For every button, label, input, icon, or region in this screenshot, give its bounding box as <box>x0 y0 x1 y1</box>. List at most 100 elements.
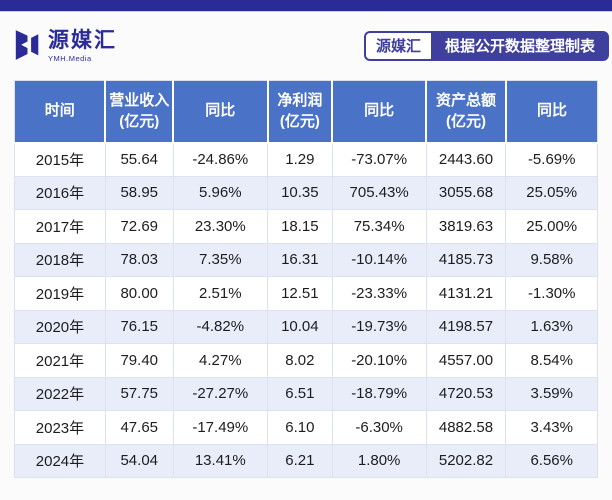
table-row: 2022年 57.75 -27.27% 6.51 -18.79% 4720.53 3.59% <box>14 377 598 411</box>
table-row: 2015年 55.64 -24.86% 1.29 -73.07% 2443.60 -5.69… <box>14 142 598 177</box>
value-cell: -27.27% <box>173 377 269 411</box>
value-cell: 3055.68 <box>426 176 507 210</box>
value-cell: 8.02 <box>267 343 333 378</box>
brand-text: 源媒汇 YMH.Media <box>48 27 117 63</box>
table-row: 2017年 72.69 23.30% 18.15 75.34% 3819.63 25.00% <box>14 209 598 244</box>
value-cell: -20.10% <box>332 343 427 378</box>
brand-subtitle: YMH.Media <box>48 54 92 64</box>
financial-table-container: 时间 营业收入 (亿元) 同比 净利润 (亿元) 同比 资产总额 (亿元) 同比 2015年… <box>14 80 598 478</box>
value-cell: -4.82% <box>173 310 269 344</box>
value-cell: -73.07% <box>332 142 427 177</box>
value-cell: 3.59% <box>505 377 598 411</box>
value-cell: 705.43% <box>332 176 427 210</box>
value-cell: -1.30% <box>505 276 598 311</box>
value-cell: 4131.21 <box>426 276 507 311</box>
column-header: 时间 <box>14 80 107 144</box>
value-cell: 3.43% <box>505 410 598 445</box>
year-cell: 2016年 <box>14 176 106 210</box>
financial-table: 时间 营业收入 (亿元) 同比 净利润 (亿元) 同比 资产总额 (亿元) 同比 2015年… <box>14 80 598 478</box>
value-cell: 4198.57 <box>426 310 507 344</box>
value-cell: 79.40 <box>105 343 174 378</box>
column-header: 同比 <box>173 80 269 144</box>
value-cell: 72.69 <box>105 209 174 244</box>
value-cell: 5.96% <box>173 176 269 210</box>
value-cell: 6.21 <box>267 444 333 478</box>
value-cell: -6.30% <box>332 410 427 445</box>
year-cell: 2022年 <box>14 377 106 411</box>
value-cell: 57.75 <box>105 377 174 411</box>
table-row: 2019年 80.00 2.51% 12.51 -23.33% 4131.21 -1.30% <box>14 276 598 311</box>
value-cell: -23.33% <box>332 276 427 311</box>
value-cell: 4557.00 <box>426 343 507 378</box>
value-cell: 78.03 <box>105 243 174 277</box>
brand-name: 源媒汇 <box>48 29 117 52</box>
column-header: 同比 <box>505 80 598 144</box>
value-cell: -19.73% <box>332 310 427 344</box>
source-badge-note: 根据公开数据整理制表 <box>430 31 609 61</box>
value-cell: 2.51% <box>173 276 269 311</box>
value-cell: 12.51 <box>267 276 333 311</box>
value-cell: -24.86% <box>173 142 269 177</box>
value-cell: 2443.60 <box>426 142 507 177</box>
brand-logo-icon <box>15 30 39 60</box>
header-row: 时间 营业收入 (亿元) 同比 净利润 (亿元) 同比 资产总额 (亿元) 同比 <box>14 80 598 144</box>
value-cell: 23.30% <box>173 209 269 244</box>
table-body: 2015年 55.64 -24.86% 1.29 -73.07% 2443.60 -5.69… <box>14 142 598 478</box>
value-cell: 6.51 <box>267 377 333 411</box>
source-badge: 源媒汇 根据公开数据整理制表 <box>363 31 609 61</box>
value-cell: 76.15 <box>105 310 174 344</box>
value-cell: 1.63% <box>505 310 598 344</box>
year-cell: 2024年 <box>14 444 106 478</box>
value-cell: 6.56% <box>505 444 598 478</box>
value-cell: 80.00 <box>105 276 174 311</box>
value-cell: 4720.53 <box>426 377 507 411</box>
top-accent-bar <box>0 0 612 12</box>
year-cell: 2021年 <box>14 343 106 378</box>
value-cell: 1.80% <box>332 444 427 478</box>
year-cell: 2018年 <box>14 243 106 277</box>
value-cell: 4185.73 <box>426 243 507 277</box>
value-cell: -18.79% <box>332 377 427 411</box>
value-cell: 16.31 <box>267 243 333 277</box>
source-badge-brand: 源媒汇 <box>363 31 431 61</box>
value-cell: 10.04 <box>267 310 333 344</box>
value-cell: 10.35 <box>267 176 333 210</box>
column-header: 营业收入 (亿元) <box>105 80 175 144</box>
column-header: 同比 <box>332 80 428 144</box>
column-header: 净利润 (亿元) <box>267 80 334 144</box>
year-cell: 2015年 <box>14 142 106 177</box>
value-cell: 7.35% <box>173 243 269 277</box>
value-cell: -5.69% <box>505 142 598 177</box>
table-row: 2024年 54.04 13.41% 6.21 1.80% 5202.82 6.56% <box>14 444 598 478</box>
column-header: 资产总额 (亿元) <box>426 80 507 144</box>
brand-row: 源媒汇 YMH.Media 源媒汇 根据公开数据整理制表 <box>0 12 612 80</box>
value-cell: 55.64 <box>105 142 174 177</box>
table-row: 2016年 58.95 5.96% 10.35 705.43% 3055.68 25.05% <box>14 176 598 210</box>
value-cell: 4882.58 <box>426 410 507 445</box>
value-cell: 18.15 <box>267 209 333 244</box>
value-cell: 47.65 <box>105 410 174 445</box>
value-cell: 25.05% <box>505 176 598 210</box>
year-cell: 2023年 <box>14 410 106 445</box>
value-cell: 5202.82 <box>426 444 507 478</box>
year-cell: 2019年 <box>14 276 106 311</box>
brand-logo: 源媒汇 YMH.Media <box>14 27 117 64</box>
value-cell: 75.34% <box>332 209 427 244</box>
year-cell: 2017年 <box>14 209 106 244</box>
value-cell: 3819.63 <box>426 209 507 244</box>
table-row: 2023年 47.65 -17.49% 6.10 -6.30% 4882.58 3.43% <box>14 410 598 445</box>
value-cell: 4.27% <box>173 343 269 378</box>
value-cell: 8.54% <box>505 343 598 378</box>
value-cell: -17.49% <box>173 410 269 445</box>
value-cell: -10.14% <box>332 243 427 277</box>
value-cell: 58.95 <box>105 176 174 210</box>
year-cell: 2020年 <box>14 310 106 344</box>
table-row: 2021年 79.40 4.27% 8.02 -20.10% 4557.00 8.54% <box>14 343 598 378</box>
table-row: 2018年 78.03 7.35% 16.31 -10.14% 4185.73 9.58% <box>14 243 598 277</box>
value-cell: 6.10 <box>267 410 333 445</box>
table-header: 时间 营业收入 (亿元) 同比 净利润 (亿元) 同比 资产总额 (亿元) 同比 <box>14 80 598 144</box>
table-row: 2020年 76.15 -4.82% 10.04 -19.73% 4198.57 1.63% <box>14 310 598 344</box>
value-cell: 54.04 <box>105 444 174 478</box>
value-cell: 9.58% <box>505 243 598 277</box>
value-cell: 25.00% <box>505 209 598 244</box>
